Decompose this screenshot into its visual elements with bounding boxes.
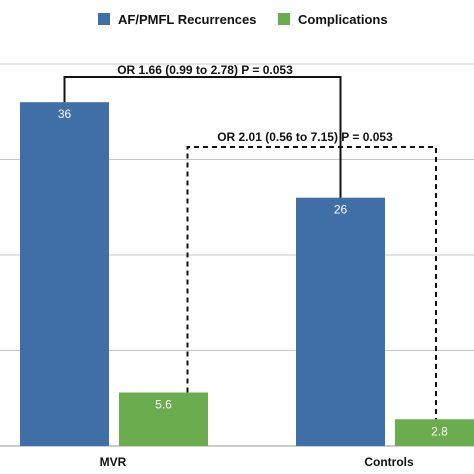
legend-swatch-af-pmfl [98,13,110,25]
legend-label-complications: Complications [298,12,388,27]
category-label: MVR [100,455,127,469]
bar [296,197,385,446]
bracket-complications [186,146,437,420]
data-labels: 36 26 5.6 2.8 [58,107,448,438]
bar [395,419,474,446]
bar-value-label: 36 [58,107,72,121]
bar [119,392,208,446]
bar-value-label: 26 [334,203,348,217]
annotation-or-complications: OR 2.01 (0.56 to 7.15) P = 0.053 [217,130,393,144]
category-axis-labels: MVR Controls [100,455,414,469]
legend: AF/PMFL Recurrences Complications [98,12,388,27]
annotation-or-recurrences: OR 1.66 (0.99 to 2.78) P = 0.053 [117,63,293,77]
bar [20,102,109,446]
bracket-recurrences [63,76,342,198]
significance-brackets [63,76,437,420]
bar-value-label: 5.6 [155,398,172,412]
category-label: Controls [364,455,414,469]
legend-swatch-complications [278,13,290,25]
bars [20,102,474,446]
bar-value-label: 2.8 [431,424,448,438]
legend-label-af-pmfl: AF/PMFL Recurrences [118,12,256,27]
